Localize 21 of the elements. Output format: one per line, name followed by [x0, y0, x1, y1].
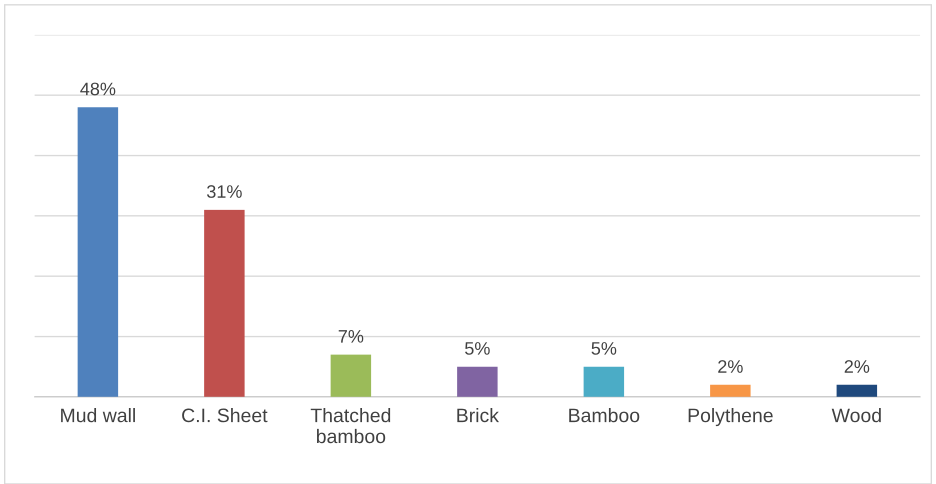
bar: [584, 366, 624, 397]
x-tick-label: Brick: [457, 408, 499, 422]
data-label: 2%: [844, 360, 870, 373]
x-tick-label: C.I. Sheet: [182, 408, 268, 422]
bar: [78, 107, 118, 397]
data-label: 2%: [718, 360, 743, 373]
data-label: 5%: [465, 342, 490, 355]
x-tick-label: Bamboo: [569, 408, 640, 422]
data-label: 48%: [80, 82, 116, 96]
bar: [330, 354, 372, 397]
bar: [836, 384, 878, 397]
bar: [710, 384, 751, 397]
bar: [204, 210, 245, 397]
bar: [457, 366, 498, 397]
x-tick-label: Wood: [832, 408, 881, 422]
x-tick-label: Thatched bamboo: [310, 408, 390, 444]
x-tick-label: Mud wall: [61, 408, 135, 422]
data-label: 5%: [592, 342, 616, 355]
data-label: 7%: [338, 330, 364, 343]
x-tick-label: Polythene: [688, 408, 773, 426]
data-label: 31%: [206, 185, 242, 198]
